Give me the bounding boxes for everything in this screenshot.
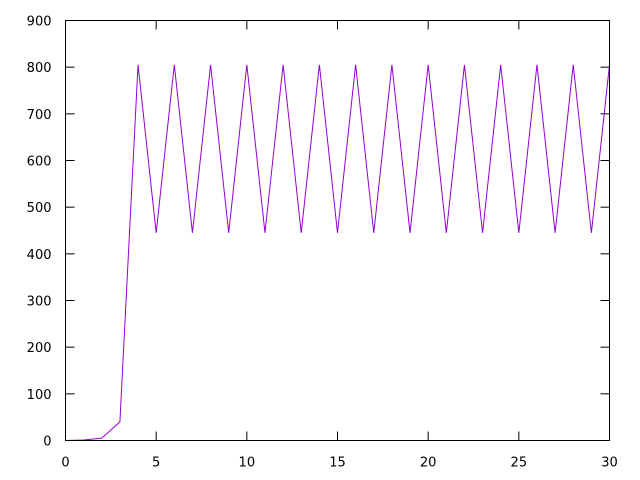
- y-tick-label: 800: [27, 61, 52, 76]
- y-tick-label: 200: [27, 341, 52, 356]
- series-line-1: [65, 64, 610, 441]
- y-tick-label: 300: [27, 295, 52, 310]
- y-tick-label: 0: [43, 435, 51, 450]
- plot-frame: [65, 20, 610, 441]
- axes: 0 100 200 300 400 500 600 700 800 900 0 5 10 15 20 25 30: [27, 15, 618, 471]
- x-tick-label: 25: [511, 456, 528, 471]
- y-tick-label: 500: [27, 201, 52, 216]
- y-tick-label: 400: [27, 248, 52, 263]
- x-tick-label: 20: [420, 456, 437, 471]
- y-tick-label: 900: [27, 15, 52, 30]
- y-tick-label: 700: [27, 108, 52, 123]
- x-tick-label: 15: [329, 456, 346, 471]
- y-tick-label: 600: [27, 155, 52, 170]
- series-layer: [65, 64, 610, 441]
- x-tick-label: 0: [61, 456, 69, 471]
- x-tick-label: 10: [239, 456, 256, 471]
- y-tick-label: 100: [27, 388, 52, 403]
- x-tick-label: 30: [601, 456, 618, 471]
- x-tick-label: 5: [152, 456, 160, 471]
